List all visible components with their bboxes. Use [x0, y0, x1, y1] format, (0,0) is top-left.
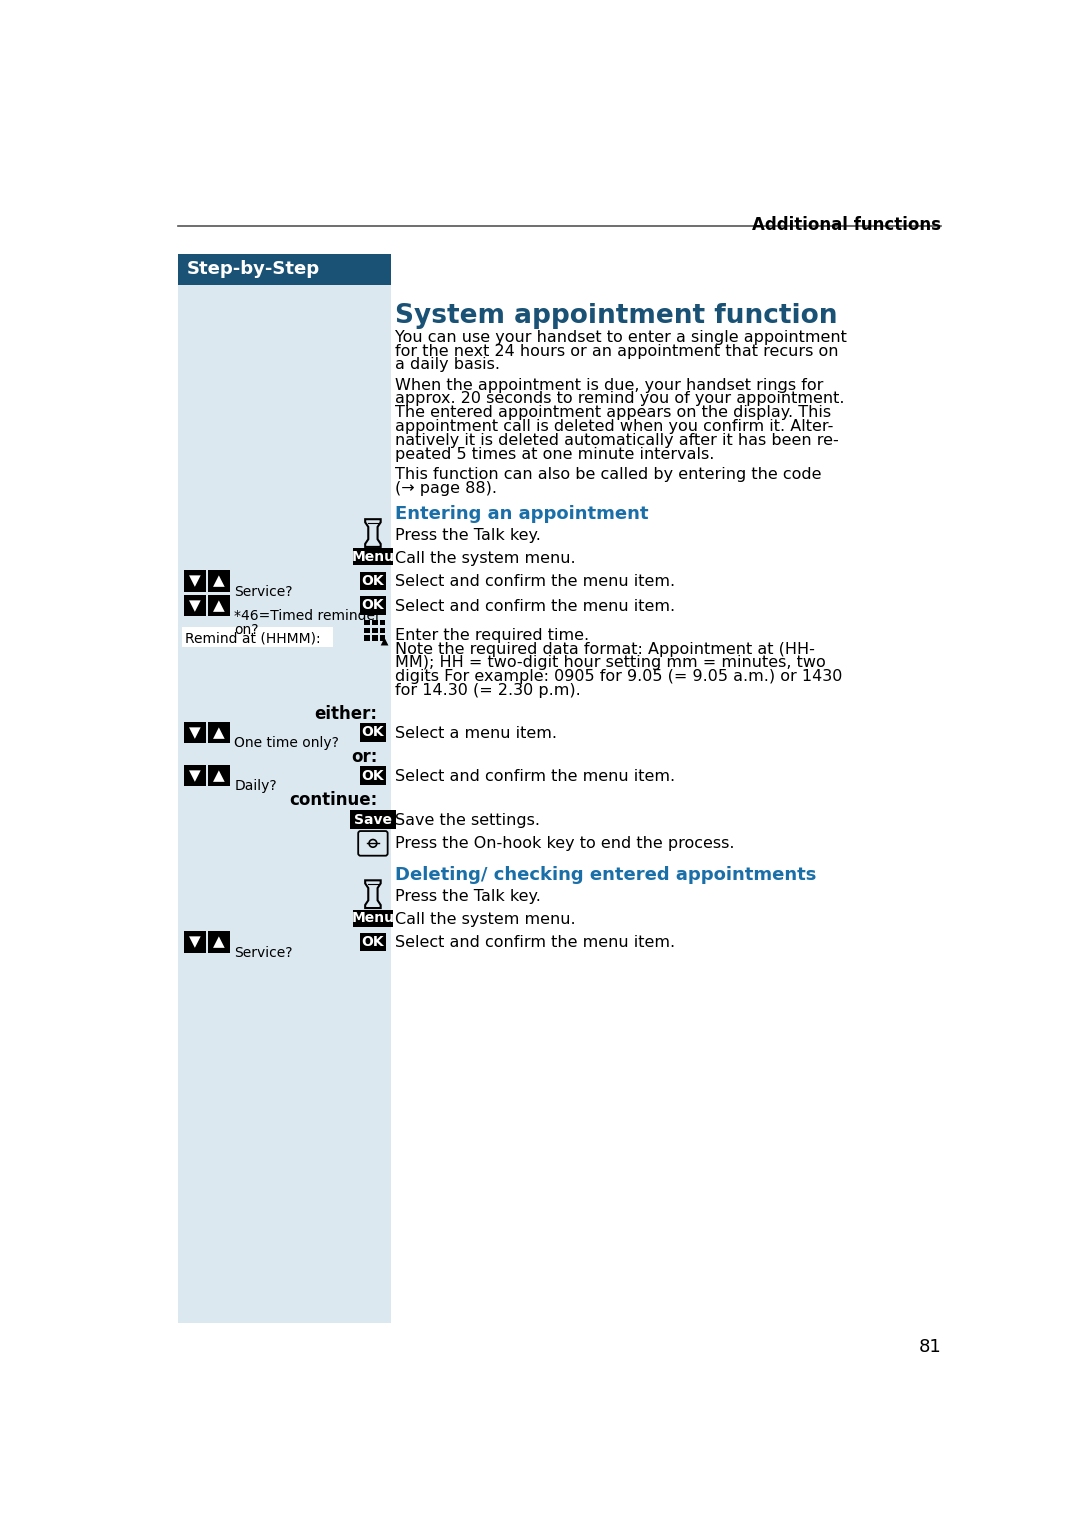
Text: (→ page 88).: (→ page 88).: [394, 480, 497, 495]
Text: ▲: ▲: [213, 573, 225, 589]
Bar: [207, 764, 230, 786]
Text: OK: OK: [362, 573, 384, 587]
Bar: [177, 254, 391, 1323]
Bar: [184, 595, 205, 616]
Text: Select a menu item.: Select a menu item.: [394, 726, 556, 740]
Bar: [360, 766, 387, 784]
Text: Menu: Menu: [351, 550, 394, 564]
Text: natively it is deleted automatically after it has been re-: natively it is deleted automatically aft…: [394, 433, 838, 448]
Bar: [350, 810, 396, 829]
Bar: [177, 254, 391, 284]
Text: Remind at (HHMM):: Remind at (HHMM):: [186, 631, 321, 645]
Text: on?: on?: [234, 624, 259, 638]
Bar: [207, 570, 230, 592]
Text: Menu: Menu: [351, 911, 394, 925]
Text: Service?: Service?: [234, 584, 293, 599]
Text: System appointment function: System appointment function: [394, 303, 837, 329]
Text: OK: OK: [362, 598, 384, 613]
Text: Step-by-Step: Step-by-Step: [187, 260, 320, 278]
Text: ▲: ▲: [213, 598, 225, 613]
Text: a daily basis.: a daily basis.: [394, 358, 500, 373]
Bar: [184, 931, 205, 953]
Text: This function can also be called by entering the code: This function can also be called by ente…: [394, 466, 821, 482]
Text: Daily?: Daily?: [234, 780, 276, 794]
Text: OK: OK: [362, 769, 384, 783]
Text: Deleting/ checking entered appointments: Deleting/ checking entered appointments: [394, 867, 816, 884]
Bar: [207, 722, 230, 743]
Text: Call the system menu.: Call the system menu.: [394, 911, 576, 927]
Text: You can use your handset to enter a single appointment: You can use your handset to enter a sing…: [394, 330, 847, 344]
Text: Select and confirm the menu item.: Select and confirm the menu item.: [394, 769, 675, 784]
Text: One time only?: One time only?: [234, 737, 339, 751]
Text: Select and confirm the menu item.: Select and confirm the menu item.: [394, 573, 675, 589]
Text: ▼: ▼: [189, 598, 201, 613]
Text: 81: 81: [918, 1338, 941, 1356]
Bar: [207, 595, 230, 616]
Bar: [364, 628, 369, 633]
Text: MM); HH = two-digit hour setting mm = minutes, two: MM); HH = two-digit hour setting mm = mi…: [394, 656, 825, 671]
Text: Save: Save: [354, 812, 392, 827]
Bar: [380, 636, 386, 641]
Text: ▲: ▲: [213, 768, 225, 783]
Bar: [360, 723, 387, 742]
Text: or:: or:: [351, 748, 378, 766]
Text: Press the Talk key.: Press the Talk key.: [394, 888, 540, 904]
Bar: [380, 628, 386, 633]
Text: *46=Timed reminder: *46=Timed reminder: [234, 609, 381, 624]
Text: Additional functions: Additional functions: [752, 216, 941, 234]
Text: Entering an appointment: Entering an appointment: [394, 506, 648, 523]
Text: Note the required data format: Appointment at (HH-: Note the required data format: Appointme…: [394, 642, 814, 656]
Text: appointment call is deleted when you confirm it. Alter-: appointment call is deleted when you con…: [394, 419, 833, 434]
Text: OK: OK: [362, 725, 384, 740]
Bar: [360, 933, 387, 951]
Text: Press the On-hook key to end the process.: Press the On-hook key to end the process…: [394, 836, 734, 852]
Bar: [373, 636, 378, 641]
Bar: [373, 621, 378, 625]
Text: Save the settings.: Save the settings.: [394, 813, 540, 829]
Text: Service?: Service?: [234, 946, 293, 960]
Text: for 14.30 (= 2.30 p.m).: for 14.30 (= 2.30 p.m).: [394, 683, 580, 699]
Text: When the appointment is due, your handset rings for: When the appointment is due, your handse…: [394, 378, 823, 393]
Bar: [184, 764, 205, 786]
Bar: [184, 570, 205, 592]
Text: Select and confirm the menu item.: Select and confirm the menu item.: [394, 936, 675, 950]
Text: either:: either:: [314, 705, 378, 723]
Text: The entered appointment appears on the display. This: The entered appointment appears on the d…: [394, 405, 831, 420]
Text: ▼: ▼: [189, 725, 201, 740]
Text: ▼: ▼: [189, 934, 201, 950]
Text: approx. 20 seconds to remind you of your appointment.: approx. 20 seconds to remind you of your…: [394, 391, 845, 407]
Bar: [207, 931, 230, 953]
Text: ▲: ▲: [213, 725, 225, 740]
Text: OK: OK: [362, 934, 384, 950]
Text: digits For example: 0905 for 9.05 (= 9.05 a.m.) or 1430: digits For example: 0905 for 9.05 (= 9.0…: [394, 670, 842, 685]
Bar: [353, 549, 393, 566]
Text: Select and confirm the menu item.: Select and confirm the menu item.: [394, 598, 675, 613]
Text: ▼: ▼: [189, 768, 201, 783]
Text: for the next 24 hours or an appointment that recurs on: for the next 24 hours or an appointment …: [394, 344, 838, 359]
Text: Enter the required time.: Enter the required time.: [394, 628, 589, 642]
Bar: [380, 621, 386, 625]
Bar: [360, 572, 387, 590]
Text: Press the Talk key.: Press the Talk key.: [394, 528, 540, 543]
Text: ▲: ▲: [213, 934, 225, 950]
Polygon shape: [380, 638, 389, 645]
Bar: [353, 910, 393, 927]
Bar: [184, 722, 205, 743]
Bar: [181, 627, 333, 647]
Text: continue:: continue:: [289, 790, 378, 809]
Bar: [373, 628, 378, 633]
Bar: [364, 636, 369, 641]
Text: peated 5 times at one minute intervals.: peated 5 times at one minute intervals.: [394, 446, 714, 462]
Bar: [364, 621, 369, 625]
Bar: [360, 596, 387, 615]
Text: ▼: ▼: [189, 573, 201, 589]
Text: Call the system menu.: Call the system menu.: [394, 550, 576, 566]
